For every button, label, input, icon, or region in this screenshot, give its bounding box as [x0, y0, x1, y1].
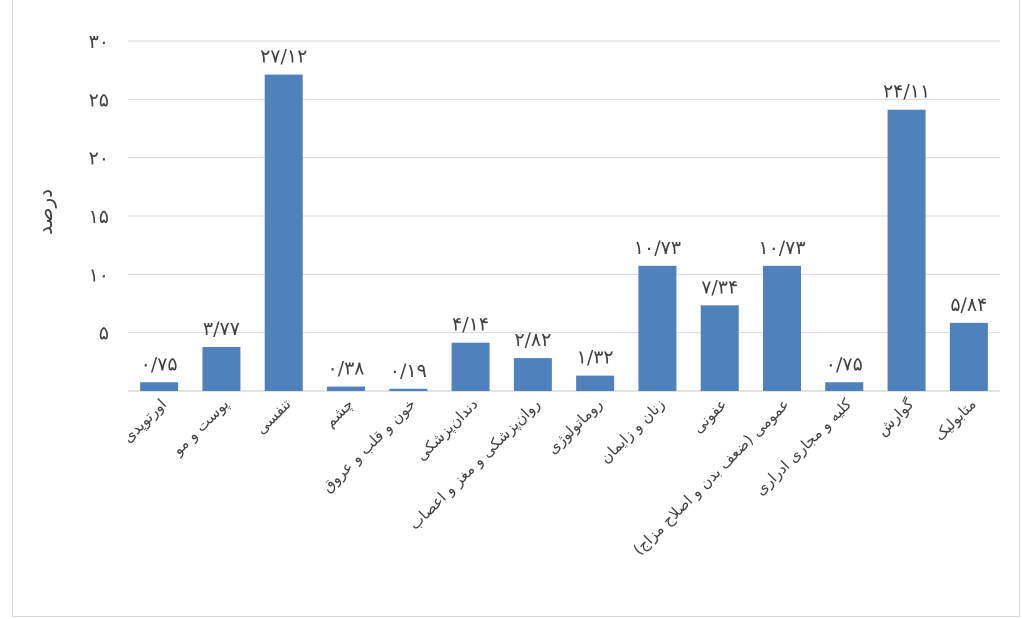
category-label: گوارش — [873, 395, 918, 440]
data-label: ۰/۱۹ — [390, 360, 427, 382]
data-label: ۱/۳۲ — [577, 347, 614, 369]
data-label: ۲۴/۱۱ — [883, 81, 930, 103]
category-label: متابولیک — [930, 395, 979, 444]
category-label: اورتوپدی — [119, 395, 171, 447]
bar — [513, 358, 552, 391]
data-label: ۵/۸۴ — [950, 294, 987, 316]
y-tick-label: ۲۰ — [89, 148, 109, 170]
data-label: ۰/۳۸ — [327, 358, 364, 380]
bar — [825, 382, 864, 391]
y-tick-label: ۱۵ — [89, 206, 109, 228]
bar — [763, 265, 801, 391]
bar — [264, 74, 303, 391]
bar — [949, 322, 988, 391]
category-label: پوست و مو — [168, 395, 233, 460]
chart-frame — [12, 0, 1020, 617]
data-label: ۰/۷۵ — [826, 353, 863, 375]
bar — [202, 347, 241, 391]
bar — [576, 375, 615, 391]
y-axis-label: درصد — [33, 189, 57, 235]
bar — [638, 265, 677, 391]
data-label: ۲۷/۱۲ — [260, 46, 307, 68]
data-label: ۱۰/۷۳ — [758, 237, 805, 259]
bar — [887, 109, 926, 391]
category-label: عفونی — [689, 395, 731, 437]
category-label: زنان و زایمان — [596, 395, 668, 467]
data-label: ۱۰/۷۳ — [634, 237, 681, 259]
category-label: روان‌پزشکی و مغز و اعصاب — [406, 395, 545, 534]
data-label: ۴/۱۴ — [452, 314, 489, 336]
bar — [451, 342, 490, 391]
category-label: روماتولوژی — [544, 395, 606, 457]
y-tick-label: ۳۰ — [89, 31, 109, 53]
y-tick-label: ۵ — [99, 323, 109, 345]
category-label: چشم — [321, 395, 357, 431]
bar — [700, 305, 739, 391]
category-label: تنفسی — [252, 395, 295, 438]
data-label: ۷/۳۴ — [701, 276, 738, 298]
data-label: ۳/۷۷ — [203, 318, 240, 340]
bar — [389, 388, 428, 391]
bar — [140, 382, 179, 391]
bar — [327, 386, 365, 391]
y-tick-label: ۱۰ — [89, 264, 109, 286]
data-label: ۰/۷۵ — [141, 353, 178, 375]
data-label: ۲/۸۲ — [514, 329, 551, 351]
y-tick-label: ۲۵ — [89, 89, 109, 111]
